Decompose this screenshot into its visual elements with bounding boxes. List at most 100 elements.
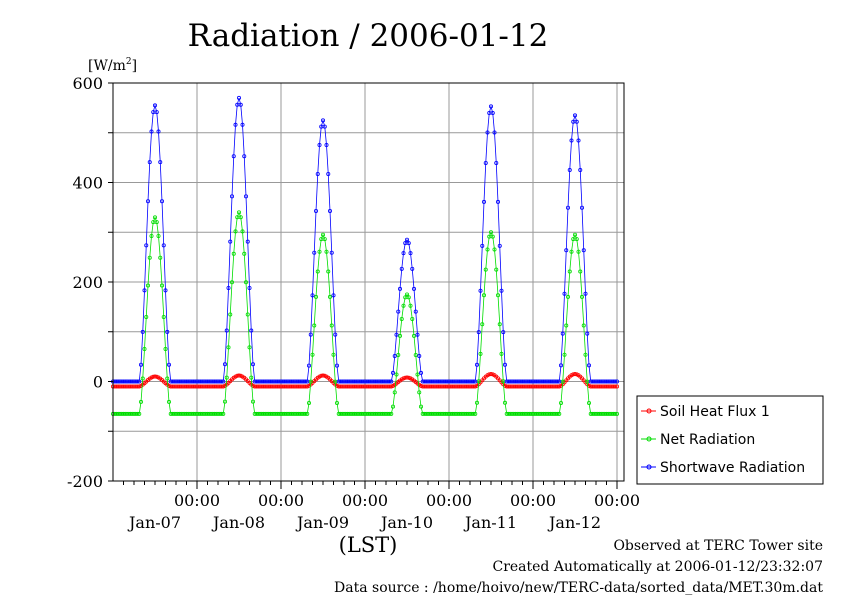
- x-tick-date: Jan-11: [463, 513, 517, 532]
- series-point: [247, 285, 252, 290]
- series-point: [415, 372, 420, 377]
- series-point: [329, 323, 334, 328]
- series-point: [555, 379, 560, 384]
- series-point: [135, 379, 140, 384]
- series-point: [494, 160, 499, 165]
- series-point: [305, 411, 310, 416]
- y-tick-label: -200: [67, 472, 103, 491]
- series-point: [583, 291, 588, 296]
- series-point: [324, 143, 329, 148]
- series-point: [497, 322, 502, 327]
- series-point: [312, 323, 317, 328]
- series-point: [243, 280, 248, 285]
- footer: Observed at TERC Tower site Created Auto…: [334, 538, 823, 595]
- series-point: [497, 243, 502, 248]
- series-point: [152, 374, 157, 379]
- series-point: [161, 243, 166, 248]
- series-point: [483, 160, 488, 165]
- series-point: [473, 379, 478, 384]
- series-point: [327, 208, 332, 213]
- series-point: [224, 328, 229, 333]
- series-point: [488, 230, 493, 235]
- y-tick-label: 0: [93, 373, 103, 392]
- series-point: [417, 354, 422, 359]
- series-point: [413, 309, 418, 314]
- x-tick-date: Jan-08: [211, 513, 265, 532]
- series-point: [578, 168, 583, 173]
- series-point: [145, 199, 150, 204]
- series-point: [158, 255, 163, 260]
- series-point: [334, 400, 339, 405]
- series-point: [233, 122, 238, 127]
- series-point: [313, 208, 318, 213]
- series-point: [317, 143, 322, 148]
- footer-observed: Observed at TERC Tower site: [613, 538, 823, 554]
- series-point: [404, 292, 409, 297]
- series-point: [578, 269, 583, 274]
- series-point: [312, 250, 317, 255]
- series-point: [474, 362, 479, 367]
- series-point: [142, 347, 147, 352]
- series-point: [249, 328, 254, 333]
- x-tick-date: Jan-12: [547, 513, 601, 532]
- series-point: [583, 352, 588, 357]
- y-axis-ticks: -200 0 200 400 600: [67, 74, 113, 491]
- series-point: [233, 229, 238, 234]
- series-point: [147, 255, 152, 260]
- series-point: [581, 248, 586, 253]
- series-point: [310, 352, 315, 357]
- series-point: [390, 404, 395, 409]
- series-point: [613, 411, 618, 416]
- series-point: [394, 372, 399, 377]
- series-point: [408, 303, 413, 308]
- series-point: [236, 210, 241, 215]
- series-point: [613, 379, 618, 384]
- series-point: [159, 199, 164, 204]
- series-point: [238, 215, 243, 220]
- series-point: [229, 194, 234, 199]
- series-point: [581, 323, 586, 328]
- series-point: [576, 138, 581, 143]
- legend-marker-shortwave: [646, 464, 652, 470]
- series-point: [305, 379, 310, 384]
- series-point: [303, 379, 308, 384]
- series-point: [574, 119, 579, 124]
- series-point: [392, 354, 397, 359]
- series-point: [149, 129, 154, 134]
- series-point: [471, 379, 476, 384]
- legend-label-net: Net Radiation: [660, 432, 755, 448]
- series-point: [154, 110, 159, 115]
- series-point: [502, 400, 507, 405]
- series-point: [401, 251, 406, 256]
- series-point: [158, 160, 163, 165]
- series-point: [165, 376, 170, 381]
- series-point: [580, 294, 585, 299]
- series-point: [483, 267, 488, 272]
- legend: Soil Heat Flux 1 Net Radiation Shortwave…: [636, 395, 824, 485]
- x-tick-time: 00:00: [594, 491, 640, 510]
- series-point: [480, 243, 485, 248]
- series-point: [243, 194, 248, 199]
- series-point: [152, 103, 157, 108]
- series-point: [156, 129, 161, 134]
- series-point: [615, 411, 620, 416]
- series-point: [245, 312, 250, 317]
- series-point: [566, 294, 571, 299]
- series-point: [226, 345, 231, 350]
- series-point: [249, 375, 254, 380]
- series-point: [406, 241, 411, 246]
- series-point: [224, 375, 229, 380]
- series-point: [313, 294, 318, 299]
- series-point: [163, 288, 168, 293]
- series-point: [240, 229, 245, 234]
- series-point: [569, 249, 574, 254]
- series-point: [222, 362, 227, 367]
- series-point: [221, 379, 226, 384]
- series-point: [390, 370, 395, 375]
- series-point: [166, 362, 171, 367]
- series-point: [219, 379, 224, 384]
- series-point: [397, 333, 402, 338]
- series-point: [406, 375, 411, 380]
- series-point: [322, 124, 327, 129]
- series-point: [410, 266, 415, 271]
